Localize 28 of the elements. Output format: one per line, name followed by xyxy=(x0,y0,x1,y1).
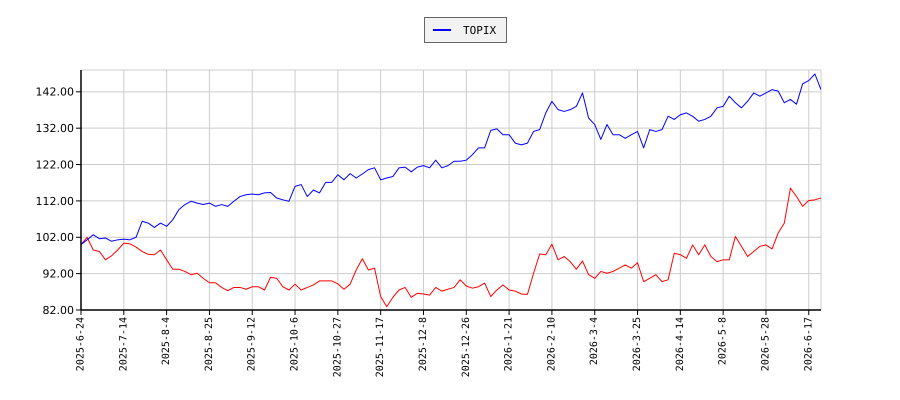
x-tick-label: 2025-11-17 xyxy=(375,317,386,378)
x-tick-label: 2026-6-17 xyxy=(803,317,814,372)
x-tick-label: 2025-9-12 xyxy=(246,317,258,372)
x-tick-label: 2025-7-14 xyxy=(118,317,130,372)
x-tick-label: 2026-1-21 xyxy=(504,317,515,372)
x-tick-label: 2025-12-26 xyxy=(460,317,472,378)
y-tick-label: 82.00 xyxy=(42,304,74,317)
x-tick-label: 2025-6-24 xyxy=(76,317,86,372)
x-tick-label: 2026-3-4 xyxy=(589,317,600,366)
y-tick-label: 112.00 xyxy=(36,194,74,208)
x-tick-label: 2026-5-28 xyxy=(760,317,772,372)
legend-label: TOPIX xyxy=(463,24,496,36)
x-tick-label: 2025-12-8 xyxy=(418,317,429,372)
y-tick-label: 102.00 xyxy=(36,231,74,244)
line-series xyxy=(81,74,821,246)
x-tick-label: 2025-8-25 xyxy=(204,317,215,372)
x-tick-label: 2025-8-4 xyxy=(161,317,172,366)
x-tick-label: 2026-3-25 xyxy=(632,317,644,372)
x-tick-label: 2026-5-8 xyxy=(718,317,729,366)
x-tick-label: 2026-4-14 xyxy=(674,317,686,372)
x-tick-label: 2025-10-6 xyxy=(290,317,301,372)
line-series xyxy=(81,188,821,308)
y-tick-label: 92.00 xyxy=(42,268,74,281)
y-tick-label: 142.00 xyxy=(36,86,74,99)
x-tick-label: 2026-2-10 xyxy=(546,317,558,372)
y-tick-label: 122.00 xyxy=(36,158,74,172)
y-tick-label: 132.00 xyxy=(36,122,74,136)
x-tick-label: 2025-10-27 xyxy=(332,317,344,378)
